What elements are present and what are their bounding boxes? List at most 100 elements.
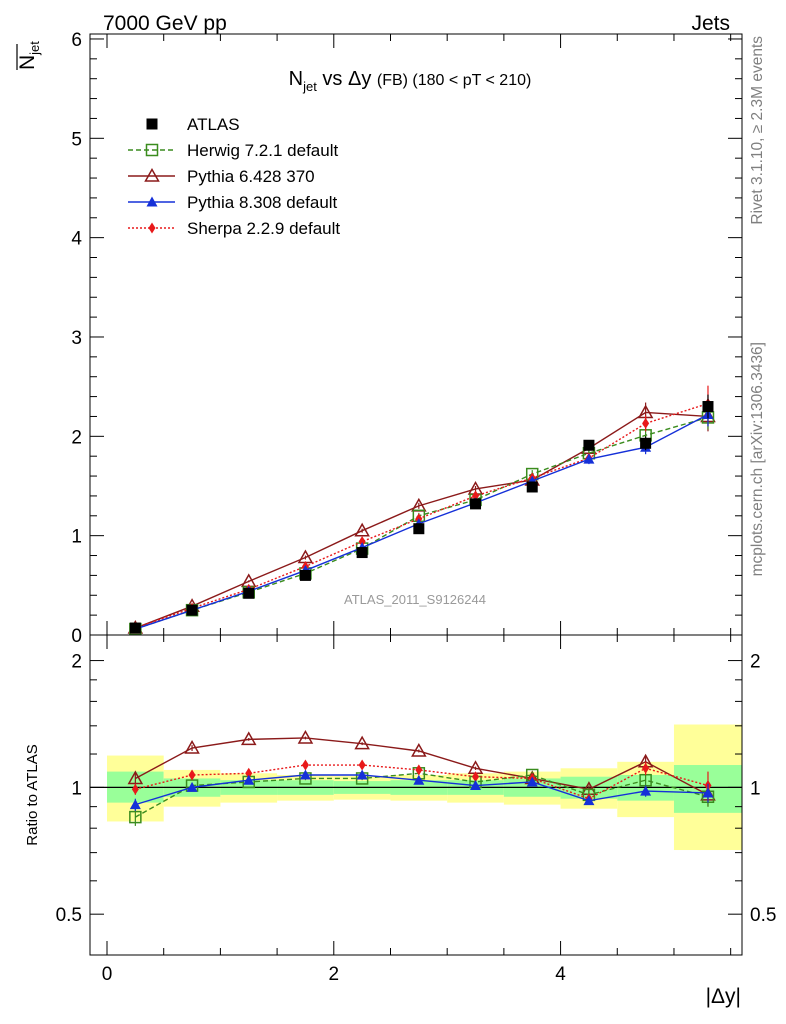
ratio-xtick-label: 2: [329, 964, 340, 985]
main-ytick-label: 1: [71, 527, 82, 548]
ratio-point-pythia8: [243, 774, 255, 785]
ratio-point-pythia8: [702, 787, 714, 798]
ratio-panel: 0.5 0.5 1 1 2 2 0 2 4 Ratio to ATLAS |Δy|: [24, 634, 776, 1008]
point-atlas: [470, 498, 482, 510]
ratio-frame: [89, 634, 743, 956]
legend-item-pythia8: Pythia 8.308 default: [128, 193, 338, 212]
title-mid: vs Δy: [317, 68, 377, 90]
ratio-point-pythia8: [356, 769, 368, 780]
ratio-point-pythia8: [470, 780, 482, 791]
main-ytick-label: 4: [71, 229, 82, 250]
legend-marker-sherpa: [148, 222, 156, 234]
title-tail: (180 < pT < 210): [408, 72, 531, 89]
ratio-point-pythia6: [297, 729, 314, 744]
point-atlas: [702, 401, 714, 413]
title-small: (FB): [377, 72, 408, 89]
point-atlas: [186, 604, 198, 616]
ratio-point-pythia8: [526, 776, 538, 787]
point-atlas: [129, 622, 141, 634]
ratio-point-sherpa: [301, 759, 309, 771]
ratio-point-sherpa: [131, 783, 139, 795]
ratio-xtick-label: 0: [102, 964, 113, 985]
header-left: 7000 GeV pp: [103, 12, 227, 35]
ratio-xtick-label: 4: [555, 964, 566, 985]
legend-marker-pythia8: [146, 196, 158, 207]
main-axis-ticks: 0 1 2 3 4 5 6: [71, 30, 742, 647]
ratio-series-pythia8: [129, 769, 714, 811]
point-sherpa: [358, 536, 366, 548]
main-ytick-label: 0: [71, 626, 82, 647]
ylabel-sub: jet: [27, 41, 42, 56]
ratio-point-sherpa: [245, 767, 253, 779]
point-atlas: [356, 547, 368, 559]
ratio-point-pythia6: [411, 742, 427, 757]
title-n: N: [289, 68, 303, 90]
ratio-axis-ticks: 0.5 0.5 1 1 2 2 0 2 4: [56, 635, 776, 985]
main-series-group: [127, 385, 716, 636]
legend-label-pythia8: Pythia 8.308 default: [187, 193, 338, 212]
ratio-line-sherpa: [135, 764, 709, 800]
main-ytick-label: 6: [71, 30, 82, 51]
svg-text:Njet: Njet: [16, 41, 42, 70]
legend-label-atlas: ATLAS: [187, 115, 240, 134]
ratio-point-pythia8: [129, 799, 141, 810]
legend-label-sherpa: Sherpa 2.2.9 default: [187, 219, 340, 238]
mcplots-label: mcplots.cern.ch [arXiv:1306.3436]: [749, 342, 766, 576]
watermark: ATLAS_2011_S9126244: [344, 592, 486, 607]
ratio-point-herwig: [129, 810, 142, 824]
legend-label-herwig: Herwig 7.2.1 default: [187, 141, 338, 160]
ratio-point-pythia6: [240, 731, 257, 746]
ratio-point-sherpa: [642, 762, 650, 774]
ratio-ytick-label: 2: [71, 652, 82, 673]
legend-marker-herwig: [145, 143, 159, 157]
legend-item-pythia6: Pythia 6.428 370: [128, 167, 315, 186]
main-ytick-label: 5: [71, 129, 82, 150]
ratio-point-pythia6: [354, 735, 370, 750]
ylabel-main: N: [16, 55, 39, 70]
legend-item-sherpa: Sherpa 2.2.9 default: [128, 219, 340, 238]
ratio-ytick-label-right: 1: [750, 778, 761, 799]
ratio-ylabel: Ratio to ATLAS: [24, 744, 41, 845]
point-atlas: [413, 523, 425, 535]
legend: ATLAS Herwig 7.2.1 default Pythia 6.428 37…: [128, 115, 340, 238]
point-atlas: [243, 587, 255, 599]
legend-item-atlas: ATLAS: [146, 115, 240, 134]
point-pythia6: [354, 522, 370, 537]
ratio-xlabel: |Δy|: [706, 985, 741, 1008]
point-sherpa: [642, 417, 650, 429]
point-atlas: [583, 439, 595, 451]
ratio-series-group: [127, 729, 716, 826]
point-atlas: [526, 481, 538, 493]
ratio-point-sherpa: [415, 764, 423, 776]
ratio-point-sherpa: [358, 759, 366, 771]
ratio-ytick-label: 1: [71, 778, 82, 799]
ratio-point-pythia6: [127, 770, 144, 785]
legend-label-pythia6: Pythia 6.428 370: [187, 167, 315, 186]
ratio-point-pythia8: [583, 795, 595, 806]
ratio-point-pythia8: [186, 781, 198, 792]
rivet-label: Rivet 3.1.10, ≥ 2.3M events: [749, 36, 766, 225]
ratio-point-pythia8: [299, 769, 311, 780]
main-title: Njet vs Δy (FB) (180 < pT < 210): [289, 68, 532, 94]
legend-marker-pythia6: [144, 167, 160, 182]
ratio-point-pythia8: [640, 785, 652, 796]
ratio-ytick-label-right: 0.5: [750, 905, 776, 926]
point-atlas: [640, 437, 652, 449]
ratio-point-pythia6: [184, 739, 200, 754]
main-ylabel: Njet: [16, 41, 42, 70]
ratio-ytick-label-right: 2: [750, 652, 761, 673]
point-pythia8: [583, 453, 595, 464]
legend-item-herwig: Herwig 7.2.1 default: [128, 141, 338, 160]
ratio-point-sherpa: [188, 769, 196, 781]
header-right: Jets: [691, 12, 730, 35]
title-sub: jet: [302, 79, 317, 94]
ratio-ytick-label: 0.5: [56, 905, 82, 926]
main-ytick-label: 2: [71, 427, 82, 448]
main-panel: 0 1 2 3 4 5 6 Njet vs Δy (FB) (180 < pT < 210)…: [16, 30, 743, 647]
ratio-point-pythia8: [413, 774, 425, 785]
series-atlas: [129, 394, 714, 634]
main-ytick-label: 3: [71, 328, 82, 349]
legend-marker-atlas: [146, 118, 158, 130]
point-atlas: [299, 569, 311, 581]
